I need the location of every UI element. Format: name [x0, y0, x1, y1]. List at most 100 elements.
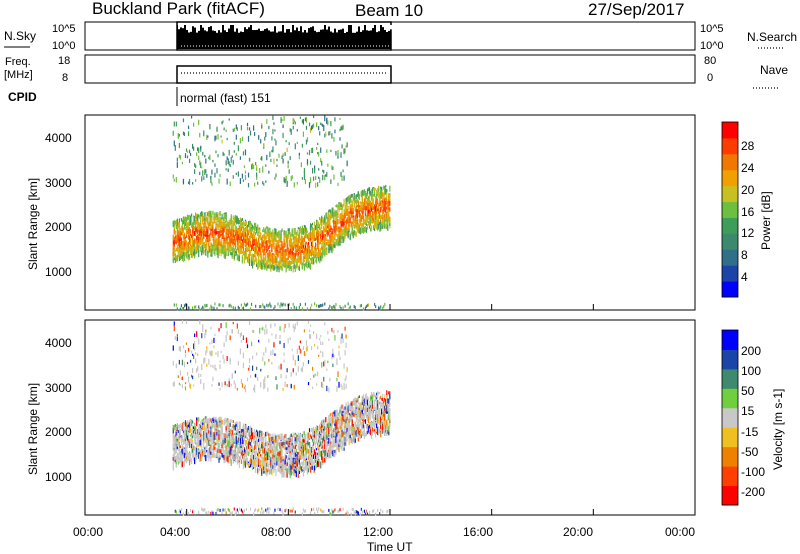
scatter-mark [235, 230, 237, 238]
scatter-mark [173, 425, 175, 431]
scatter-mark [376, 221, 378, 228]
scatter-mark [195, 434, 197, 439]
scatter-mark [195, 451, 197, 456]
scatter-mark [239, 449, 241, 453]
scatter-mark [314, 227, 316, 235]
scatter-mark [174, 436, 176, 442]
scatter-mark [257, 468, 259, 473]
scatter-mark [292, 241, 294, 247]
scatter-mark [294, 121, 296, 125]
scatter-mark [337, 238, 339, 245]
scatter-mark [225, 219, 227, 223]
scatter-mark [195, 228, 197, 233]
scatter-mark [225, 439, 227, 443]
scatter-mark [213, 241, 215, 244]
scatter-mark [251, 248, 254, 251]
scatter-mark [219, 210, 221, 217]
scatter-mark [280, 266, 282, 270]
scatter-mark [199, 160, 201, 166]
scatter-mark [185, 459, 188, 464]
scatter-mark [283, 261, 285, 266]
scatter-mark [307, 264, 310, 268]
scatter-mark [196, 454, 198, 460]
scatter-mark [314, 168, 316, 174]
scatter-mark [194, 427, 196, 434]
scatter-mark [292, 244, 294, 251]
scatter-mark [244, 170, 247, 174]
scatter-mark [318, 242, 320, 248]
scatter-mark [288, 169, 290, 174]
scatter-mark [225, 251, 227, 257]
scatter-mark [330, 217, 332, 220]
scatter-mark [291, 233, 293, 237]
scatter-mark [232, 438, 234, 442]
scatter-mark [340, 212, 342, 220]
scatter-mark [280, 253, 282, 260]
scatter-mark [240, 378, 243, 384]
scatter-mark [388, 193, 390, 200]
scatter-mark [298, 305, 300, 309]
scatter-mark [381, 190, 383, 197]
scatter-mark [232, 128, 234, 132]
scatter-mark [222, 354, 224, 360]
scatter-mark [228, 235, 230, 241]
scatter-mark [188, 421, 191, 429]
scatter-mark [177, 225, 179, 229]
nsky-gap [280, 25, 282, 32]
scatter-mark [183, 304, 186, 308]
scatter-mark [358, 193, 360, 201]
scatter-mark [328, 244, 330, 251]
scatter-mark [296, 260, 298, 265]
scatter-mark [215, 150, 217, 154]
scatter-mark [202, 452, 204, 456]
scatter-mark [185, 429, 188, 433]
scatter-mark [192, 510, 194, 514]
nsky-gap [186, 25, 188, 30]
scatter-mark [238, 425, 240, 430]
velocity-panel: 4000 3000 2000 1000 Slant Range [km] [26, 319, 696, 516]
scatter-mark [273, 265, 275, 271]
scatter-mark [321, 237, 323, 242]
scatter-mark [384, 199, 386, 205]
scatter-mark [372, 198, 375, 205]
scatter-mark [293, 305, 295, 309]
power-cbar-tick-4: 4 [741, 270, 748, 284]
scatter-mark [360, 222, 362, 229]
scatter-mark [212, 226, 214, 229]
scatter-mark [181, 435, 184, 442]
scatter-mark [223, 240, 225, 245]
scatter-mark [180, 250, 183, 257]
scatter-mark [211, 442, 213, 447]
scatter-mark [256, 431, 258, 434]
scatter-mark [247, 183, 250, 188]
scatter-mark [273, 122, 275, 125]
scatter-mark [184, 420, 187, 427]
scatter-mark [194, 169, 196, 175]
scatter-mark [346, 227, 348, 233]
scatter-mark [228, 381, 230, 388]
nsky-gap [330, 25, 332, 32]
scatter-mark [296, 129, 298, 132]
scatter-mark [188, 178, 191, 185]
scatter-mark [343, 175, 345, 181]
scatter-mark [294, 253, 296, 257]
scatter-mark [225, 215, 227, 222]
scatter-mark [244, 238, 247, 244]
scatter-mark [242, 451, 245, 455]
scatter-mark [318, 257, 320, 262]
scatter-mark [266, 234, 268, 239]
nsky-gap [254, 25, 256, 31]
scatter-mark [174, 425, 176, 431]
scatter-mark [211, 446, 213, 451]
scatter-mark [195, 217, 197, 220]
scatter-mark [368, 219, 371, 226]
scatter-mark [190, 451, 193, 454]
scatter-mark [382, 225, 384, 229]
scatter-mark [258, 254, 260, 262]
scatter-mark [218, 417, 220, 423]
scatter-mark [217, 214, 219, 219]
scatter-mark [301, 235, 304, 243]
scatter-mark [194, 221, 196, 225]
scatter-mark [245, 244, 248, 251]
scatter-mark [205, 331, 207, 336]
